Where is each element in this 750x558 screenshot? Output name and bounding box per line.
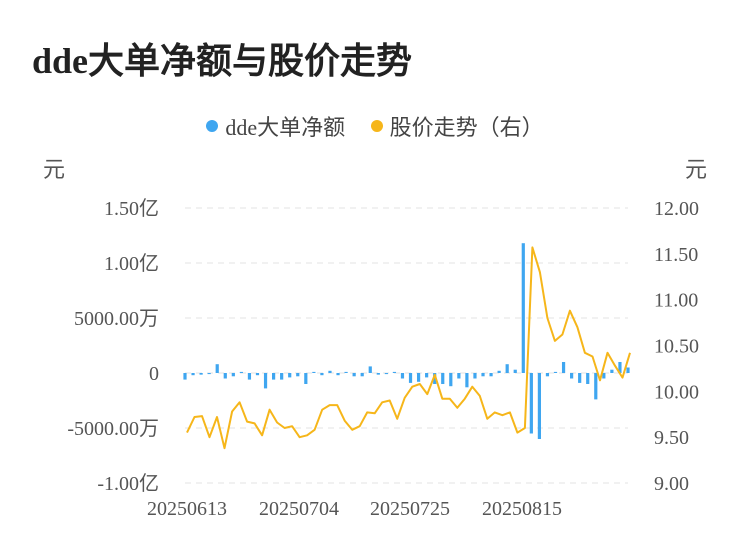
dde-bar — [199, 373, 203, 375]
dde-bar — [449, 373, 453, 387]
dde-bar — [320, 373, 324, 376]
dde-bar — [578, 373, 582, 383]
dde-bar — [553, 371, 558, 373]
y-right-tick-label: 10.00 — [654, 381, 699, 403]
dde-bar — [513, 369, 517, 373]
dde-bar — [489, 373, 493, 377]
legend-item-dde[interactable]: dde大单净额 — [206, 110, 345, 142]
dde-bar — [336, 373, 340, 376]
dde-bar — [215, 364, 219, 373]
dde-bar — [223, 373, 227, 379]
dde-bar — [207, 373, 211, 375]
dde-bar — [545, 373, 550, 377]
dde-bar — [296, 373, 300, 377]
x-tick-label: 20250704 — [259, 498, 339, 520]
dde-bar — [529, 373, 533, 434]
y-right-unit: 元 — [685, 157, 707, 182]
dde-bar — [231, 373, 235, 377]
dde-bar — [400, 373, 405, 379]
dde-bar — [481, 373, 485, 377]
dde-bar — [239, 371, 243, 373]
dde-bar — [441, 373, 445, 384]
y-left-tick-label: 1.50亿 — [104, 197, 159, 220]
dde-bar — [561, 362, 566, 373]
y-right-tick-label: 9.00 — [654, 473, 689, 495]
y-right-tick-label: 12.00 — [654, 198, 699, 220]
x-tick-label: 20250613 — [147, 498, 227, 520]
dde-bar — [304, 373, 308, 384]
dde-bar — [352, 373, 356, 377]
dde-bar — [610, 369, 614, 373]
dde-bar — [360, 373, 364, 377]
dde-bar — [497, 370, 501, 373]
dde-bar — [425, 373, 429, 378]
legend-dot-dde — [206, 120, 219, 132]
legend-dot-price — [370, 120, 383, 132]
y-right-tick-label: 9.50 — [654, 427, 689, 449]
dde-bar — [537, 373, 541, 439]
dde-bar — [191, 373, 195, 376]
dde-bar — [328, 370, 332, 373]
y-left-unit: 元 — [43, 157, 65, 182]
dde-bar — [570, 373, 574, 379]
y-right-tick-label: 10.50 — [654, 336, 699, 358]
dde-bar — [376, 373, 380, 375]
dde-bar — [408, 373, 413, 383]
dde-bar — [594, 373, 598, 400]
y-left-tick-label: 1.00亿 — [104, 252, 159, 275]
dde-bar — [465, 373, 469, 388]
legend-item-price[interactable]: 股价走势（右） — [370, 110, 544, 142]
dde-bar — [521, 243, 525, 373]
dde-bar — [280, 373, 284, 380]
dde-bar — [344, 371, 348, 373]
dde-bar — [183, 373, 187, 380]
dde-bar — [473, 373, 477, 379]
dde-bar — [384, 373, 388, 375]
dde-bar — [618, 362, 622, 373]
dde-bar — [255, 373, 260, 376]
dde-bar — [247, 373, 252, 380]
y-left-tick-label: -5000.00万 — [67, 418, 159, 440]
y-left-tick-label: 5000.00万 — [74, 308, 159, 330]
dde-bar — [626, 367, 630, 373]
dde-bar — [416, 373, 421, 382]
price-line — [186, 246, 631, 450]
y-right-tick-label: 11.50 — [654, 244, 698, 266]
legend-label-price: 股价走势（右） — [389, 115, 544, 140]
dde-bar — [368, 366, 372, 373]
dde-bar — [457, 373, 461, 379]
x-tick-label: 20250725 — [370, 498, 450, 520]
dde-bar — [312, 371, 316, 373]
dde-bar — [586, 373, 590, 384]
dde-bar — [505, 364, 509, 373]
dde-bar — [392, 371, 397, 373]
dde-bar — [272, 373, 276, 380]
legend-label-dde: dde大单净额 — [225, 115, 346, 140]
dde-bar — [263, 373, 268, 389]
chart-title: dde大单净额与股价走势 — [32, 41, 413, 81]
dde-bar — [433, 373, 437, 384]
y-right-tick-label: 11.00 — [654, 290, 698, 312]
dde-bar — [602, 373, 606, 379]
y-left-tick-label: -1.00亿 — [97, 472, 159, 495]
legend: dde大单净额 股价走势（右） — [0, 110, 750, 142]
x-tick-label: 20250815 — [482, 498, 562, 520]
dde-bar — [288, 373, 292, 378]
y-left-tick-label: 0 — [149, 363, 159, 385]
